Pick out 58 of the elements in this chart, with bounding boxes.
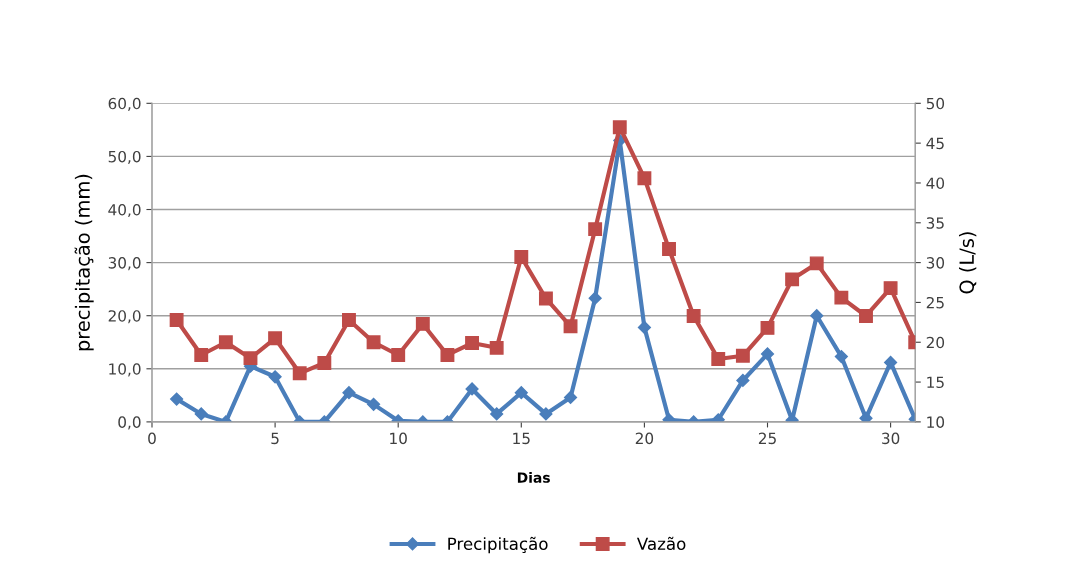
y2-tick-label: 30 — [926, 257, 945, 269]
y2-tick-label: 35 — [926, 217, 944, 229]
point — [489, 340, 504, 355]
point — [538, 291, 553, 306]
point — [342, 313, 356, 327]
x-tick-label: 5 — [271, 432, 279, 445]
y-tick-label: 10,0 — [109, 363, 141, 377]
point — [859, 309, 873, 323]
x-tick-label: 30 — [882, 432, 900, 445]
point — [883, 281, 898, 296]
y2-tick-label: 45 — [926, 137, 944, 150]
y2-tick-label: 25 — [926, 296, 944, 309]
y-tick-label: 50,0 — [108, 150, 141, 164]
point — [440, 348, 455, 362]
point — [514, 250, 529, 264]
point — [809, 256, 824, 271]
legend-label: Vazão — [636, 536, 686, 551]
point — [194, 348, 209, 362]
point — [785, 272, 800, 287]
point — [415, 316, 430, 331]
point — [218, 335, 233, 350]
point — [760, 320, 775, 335]
y-axis-title: precipitação (mm) — [74, 174, 94, 351]
point — [391, 348, 406, 362]
y2-tick-label: 10 — [927, 416, 945, 428]
point — [169, 313, 184, 327]
point — [563, 319, 578, 334]
point — [711, 352, 726, 366]
y-tick-label: 60,0 — [108, 97, 141, 111]
y-tick-label: 20,0 — [108, 310, 141, 324]
point — [243, 351, 258, 366]
x-axis-title: Dias — [517, 472, 550, 483]
legend-label: Precipitação — [448, 536, 548, 554]
point — [317, 356, 332, 370]
x-tick-label: 20 — [635, 432, 654, 445]
point — [612, 120, 627, 135]
x-tick-label: 25 — [758, 432, 776, 445]
point — [588, 222, 603, 237]
point — [834, 290, 849, 305]
y-tick-label: 30,0 — [108, 257, 141, 271]
y2-tick-label: 15 — [927, 376, 944, 389]
y2-tick-label: 40 — [926, 177, 945, 189]
y-tick-label: 40,0 — [108, 203, 141, 218]
y-tick-label: 0,0 — [118, 416, 141, 430]
point — [366, 335, 381, 350]
y2-axis-title: Q (L/s) — [958, 232, 977, 294]
point — [268, 331, 283, 346]
point — [686, 309, 701, 323]
point — [735, 348, 750, 363]
x-tick-label: 0 — [148, 432, 156, 445]
x-tick-label: 10 — [390, 432, 407, 445]
point — [292, 366, 307, 381]
point — [465, 336, 480, 350]
y2-tick-label: 50 — [926, 97, 945, 110]
point — [662, 242, 676, 257]
x-tick-label: 15 — [513, 432, 530, 445]
point — [637, 171, 652, 186]
y2-tick-label: 20 — [926, 336, 945, 349]
